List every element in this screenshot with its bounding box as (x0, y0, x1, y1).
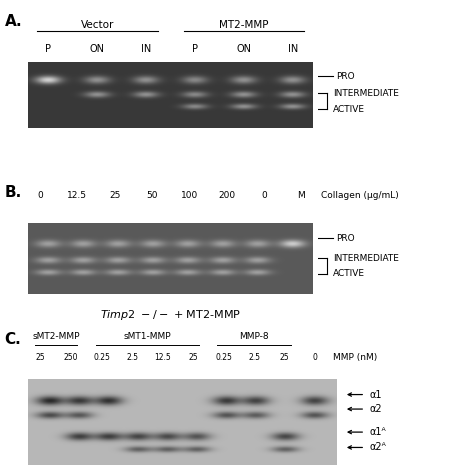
Text: INTERMEDIATE: INTERMEDIATE (333, 254, 399, 263)
Text: 25: 25 (36, 353, 46, 362)
Text: B.: B. (5, 185, 22, 200)
Text: 0: 0 (37, 191, 43, 200)
Text: 12.5: 12.5 (67, 191, 87, 200)
Text: PRO: PRO (336, 234, 355, 243)
Text: Collagen (μg/mL): Collagen (μg/mL) (321, 191, 399, 200)
Text: ACTIVE: ACTIVE (333, 105, 365, 114)
Text: α2ᴬ: α2ᴬ (369, 442, 386, 453)
Text: 0: 0 (312, 353, 318, 362)
Text: M: M (298, 191, 305, 200)
Text: 250: 250 (64, 353, 79, 362)
Text: ACTIVE: ACTIVE (333, 270, 365, 278)
Text: C.: C. (5, 332, 21, 347)
Text: PRO: PRO (336, 72, 355, 81)
Text: 0.25: 0.25 (93, 353, 110, 362)
Text: 0.25: 0.25 (215, 353, 232, 362)
Text: 2.5: 2.5 (248, 353, 260, 362)
Text: MMP-8: MMP-8 (239, 332, 269, 341)
Text: IN: IN (288, 44, 298, 54)
Text: P: P (192, 44, 198, 54)
Text: α1ᴬ: α1ᴬ (369, 427, 386, 437)
Text: INTERMEDIATE: INTERMEDIATE (333, 89, 399, 98)
Text: ON: ON (90, 44, 105, 54)
Text: 200: 200 (218, 191, 235, 200)
Text: Vector: Vector (81, 20, 114, 30)
Text: MMP (nM): MMP (nM) (333, 353, 378, 362)
Text: α1: α1 (369, 390, 382, 400)
Text: IN: IN (141, 44, 151, 54)
Text: 25: 25 (188, 353, 198, 362)
Text: 25: 25 (109, 191, 120, 200)
Text: sMT2-MMP: sMT2-MMP (32, 332, 80, 341)
Text: 0: 0 (261, 191, 267, 200)
Text: P: P (46, 44, 51, 54)
Text: 50: 50 (146, 191, 158, 200)
Text: 2.5: 2.5 (126, 353, 138, 362)
Text: 25: 25 (280, 353, 289, 362)
Text: A.: A. (5, 14, 22, 29)
Text: 100: 100 (181, 191, 198, 200)
Text: 12.5: 12.5 (154, 353, 171, 362)
Text: sMT1-MMP: sMT1-MMP (124, 332, 171, 341)
Text: $\it{Timp2\ -/-}$ + MT2-MMP: $\it{Timp2\ -/-}$ + MT2-MMP (100, 308, 241, 322)
Text: α2: α2 (369, 404, 382, 414)
Text: ON: ON (237, 44, 252, 54)
Text: MT2-MMP: MT2-MMP (219, 20, 269, 30)
